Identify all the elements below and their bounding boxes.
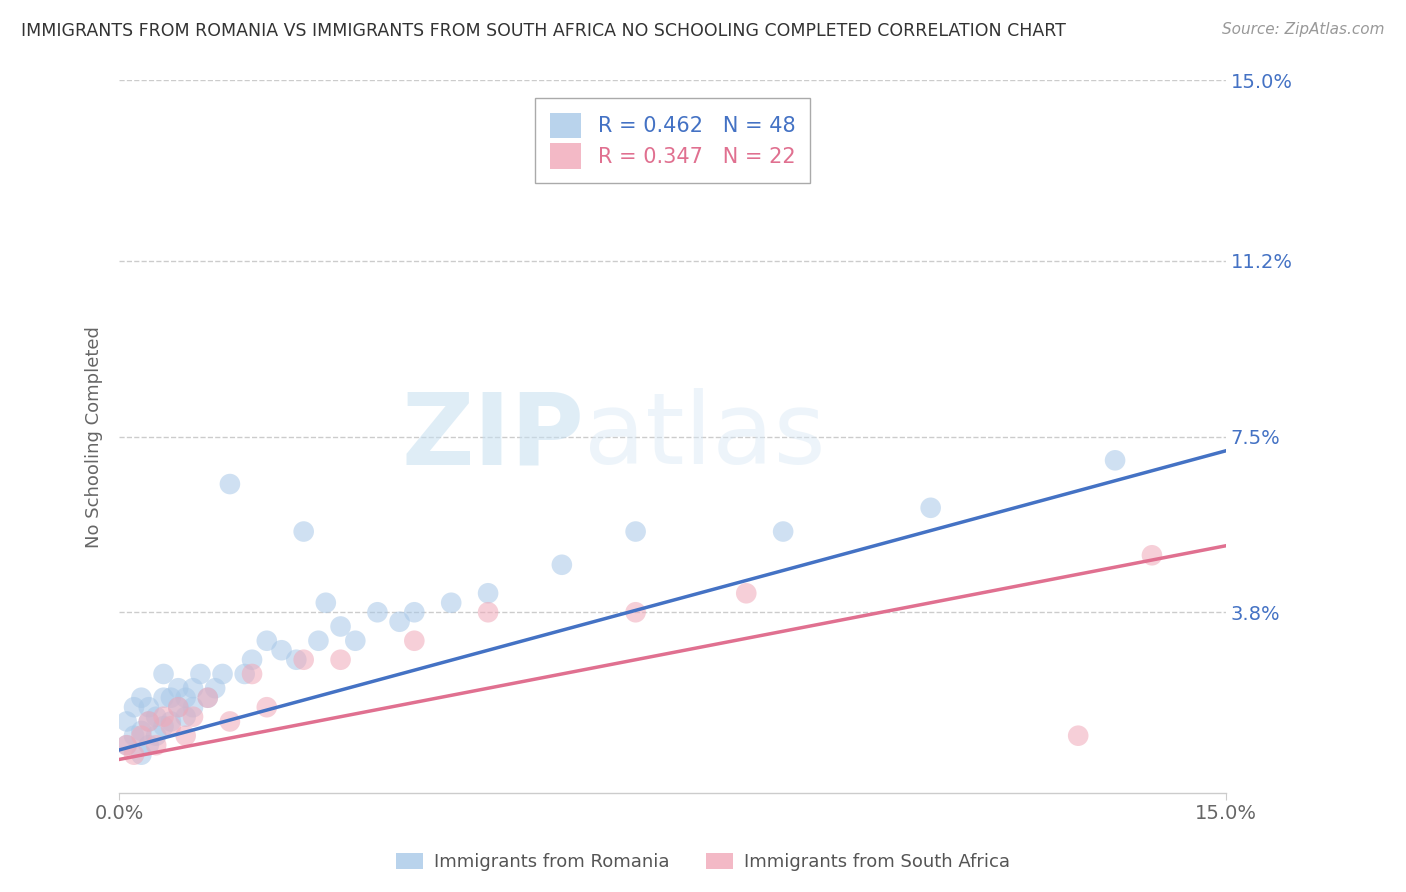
Point <box>131 690 153 705</box>
Point <box>211 667 233 681</box>
Text: IMMIGRANTS FROM ROMANIA VS IMMIGRANTS FROM SOUTH AFRICA NO SCHOOLING COMPLETED C: IMMIGRANTS FROM ROMANIA VS IMMIGRANTS FR… <box>21 22 1066 40</box>
Point <box>315 596 337 610</box>
Point <box>219 714 242 729</box>
Point <box>1067 729 1090 743</box>
Point <box>270 643 292 657</box>
Text: atlas: atlas <box>583 388 825 485</box>
Text: Source: ZipAtlas.com: Source: ZipAtlas.com <box>1222 22 1385 37</box>
Text: ZIP: ZIP <box>401 388 583 485</box>
Point <box>145 738 167 752</box>
Point <box>160 714 183 729</box>
Point <box>240 653 263 667</box>
Point <box>174 729 197 743</box>
Point <box>735 586 758 600</box>
Point <box>167 700 190 714</box>
Point <box>152 690 174 705</box>
Point <box>152 667 174 681</box>
Point <box>138 714 160 729</box>
Point <box>1140 549 1163 563</box>
Point <box>404 633 426 648</box>
Point <box>181 700 204 714</box>
Point <box>772 524 794 539</box>
Point <box>366 605 388 619</box>
Point <box>145 709 167 723</box>
Point <box>551 558 574 572</box>
Point <box>145 729 167 743</box>
Point <box>197 690 219 705</box>
Point <box>920 500 942 515</box>
Point <box>307 633 329 648</box>
Point <box>167 700 190 714</box>
Point <box>122 747 145 762</box>
Point <box>233 667 256 681</box>
Point <box>138 714 160 729</box>
Point <box>181 681 204 696</box>
Point <box>388 615 411 629</box>
Point <box>204 681 226 696</box>
Point <box>624 524 647 539</box>
Point <box>292 524 315 539</box>
Point <box>256 633 278 648</box>
Point <box>160 719 183 733</box>
Point <box>197 690 219 705</box>
Point <box>477 586 499 600</box>
Point <box>292 653 315 667</box>
Point <box>174 709 197 723</box>
Point <box>152 719 174 733</box>
Point <box>440 596 463 610</box>
Y-axis label: No Schooling Completed: No Schooling Completed <box>86 326 103 548</box>
Point <box>131 723 153 738</box>
Point <box>115 738 138 752</box>
Point <box>160 690 183 705</box>
Point <box>344 633 367 648</box>
Point <box>122 729 145 743</box>
Point <box>329 619 352 633</box>
Point <box>167 681 190 696</box>
Point <box>285 653 308 667</box>
Point <box>152 709 174 723</box>
Point <box>138 700 160 714</box>
Point <box>240 667 263 681</box>
Point <box>190 667 212 681</box>
Point <box>219 477 242 491</box>
Point <box>1104 453 1126 467</box>
Point <box>131 747 153 762</box>
Point <box>256 700 278 714</box>
Point <box>624 605 647 619</box>
Legend: R = 0.462   N = 48, R = 0.347   N = 22: R = 0.462 N = 48, R = 0.347 N = 22 <box>536 98 810 183</box>
Point <box>404 605 426 619</box>
Point <box>329 653 352 667</box>
Point <box>174 690 197 705</box>
Point <box>477 605 499 619</box>
Legend: Immigrants from Romania, Immigrants from South Africa: Immigrants from Romania, Immigrants from… <box>389 846 1017 879</box>
Point <box>181 709 204 723</box>
Point <box>131 729 153 743</box>
Point <box>138 738 160 752</box>
Point <box>115 738 138 752</box>
Point <box>115 714 138 729</box>
Point <box>122 700 145 714</box>
